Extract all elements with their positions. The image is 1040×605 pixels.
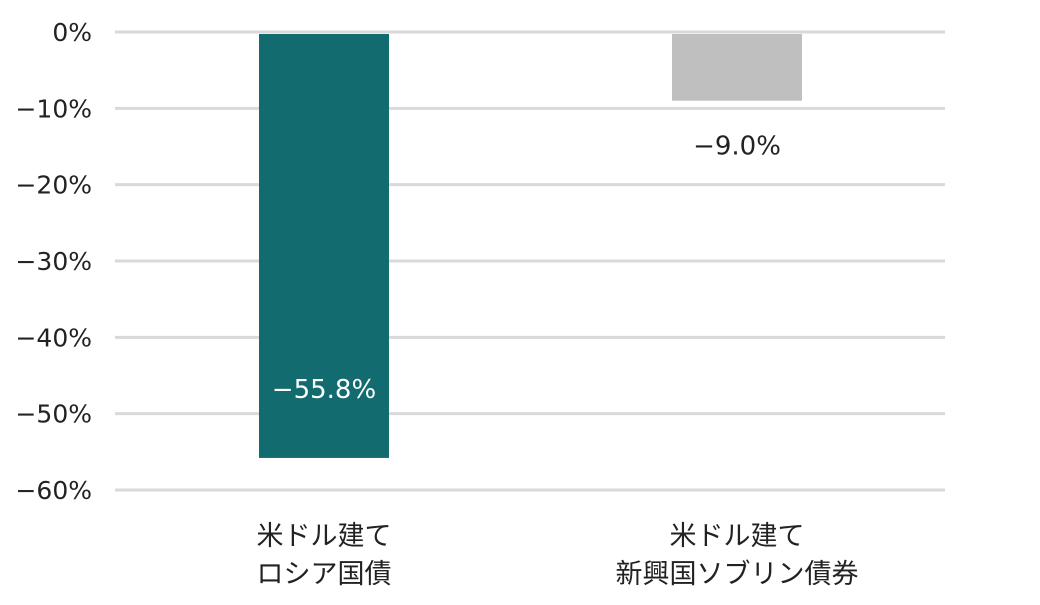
category-label: 米ドル建て	[670, 521, 805, 552]
bars	[259, 34, 802, 458]
y-tick-label: −10%	[15, 94, 92, 123]
data-label-1: −55.8%	[272, 375, 376, 405]
category-label: 米ドル建て	[257, 521, 392, 552]
y-tick-label: −20%	[15, 171, 92, 200]
bar-2	[672, 34, 802, 101]
y-tick-label: −50%	[15, 400, 92, 429]
y-axis-tick-labels: 0% −10% −20% −30% −40% −50% −60%	[15, 18, 92, 505]
bar-1	[259, 34, 389, 458]
data-label-2: −9.0%	[693, 132, 781, 162]
gridlines	[115, 30, 945, 492]
category-label: ロシア国債	[257, 559, 392, 590]
y-tick-label: −30%	[15, 247, 92, 276]
y-tick-label: 0%	[52, 18, 92, 47]
y-tick-label: −40%	[15, 323, 92, 352]
category-label: 新興国ソブリン債券	[616, 559, 859, 590]
y-tick-label: −60%	[15, 476, 92, 505]
data-labels: −55.8% −9.0%	[272, 132, 781, 405]
